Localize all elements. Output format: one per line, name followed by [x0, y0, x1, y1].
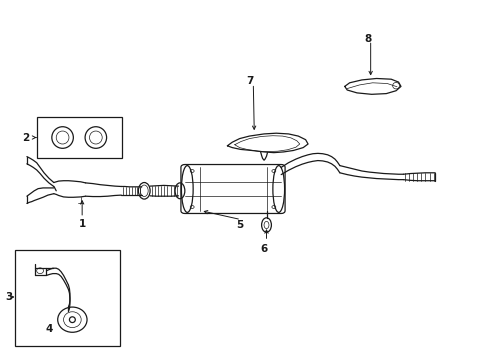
Text: 1: 1 [79, 219, 85, 229]
Text: 8: 8 [364, 34, 370, 44]
Text: 5: 5 [236, 220, 243, 230]
Bar [15, 250, 120, 346]
Bar [37, 117, 122, 158]
Text: 6: 6 [260, 244, 267, 254]
Text: 3: 3 [5, 292, 12, 302]
FancyBboxPatch shape [181, 165, 285, 213]
Text: 2: 2 [22, 132, 29, 143]
Text: 4: 4 [45, 324, 53, 334]
Text: 7: 7 [246, 76, 254, 86]
